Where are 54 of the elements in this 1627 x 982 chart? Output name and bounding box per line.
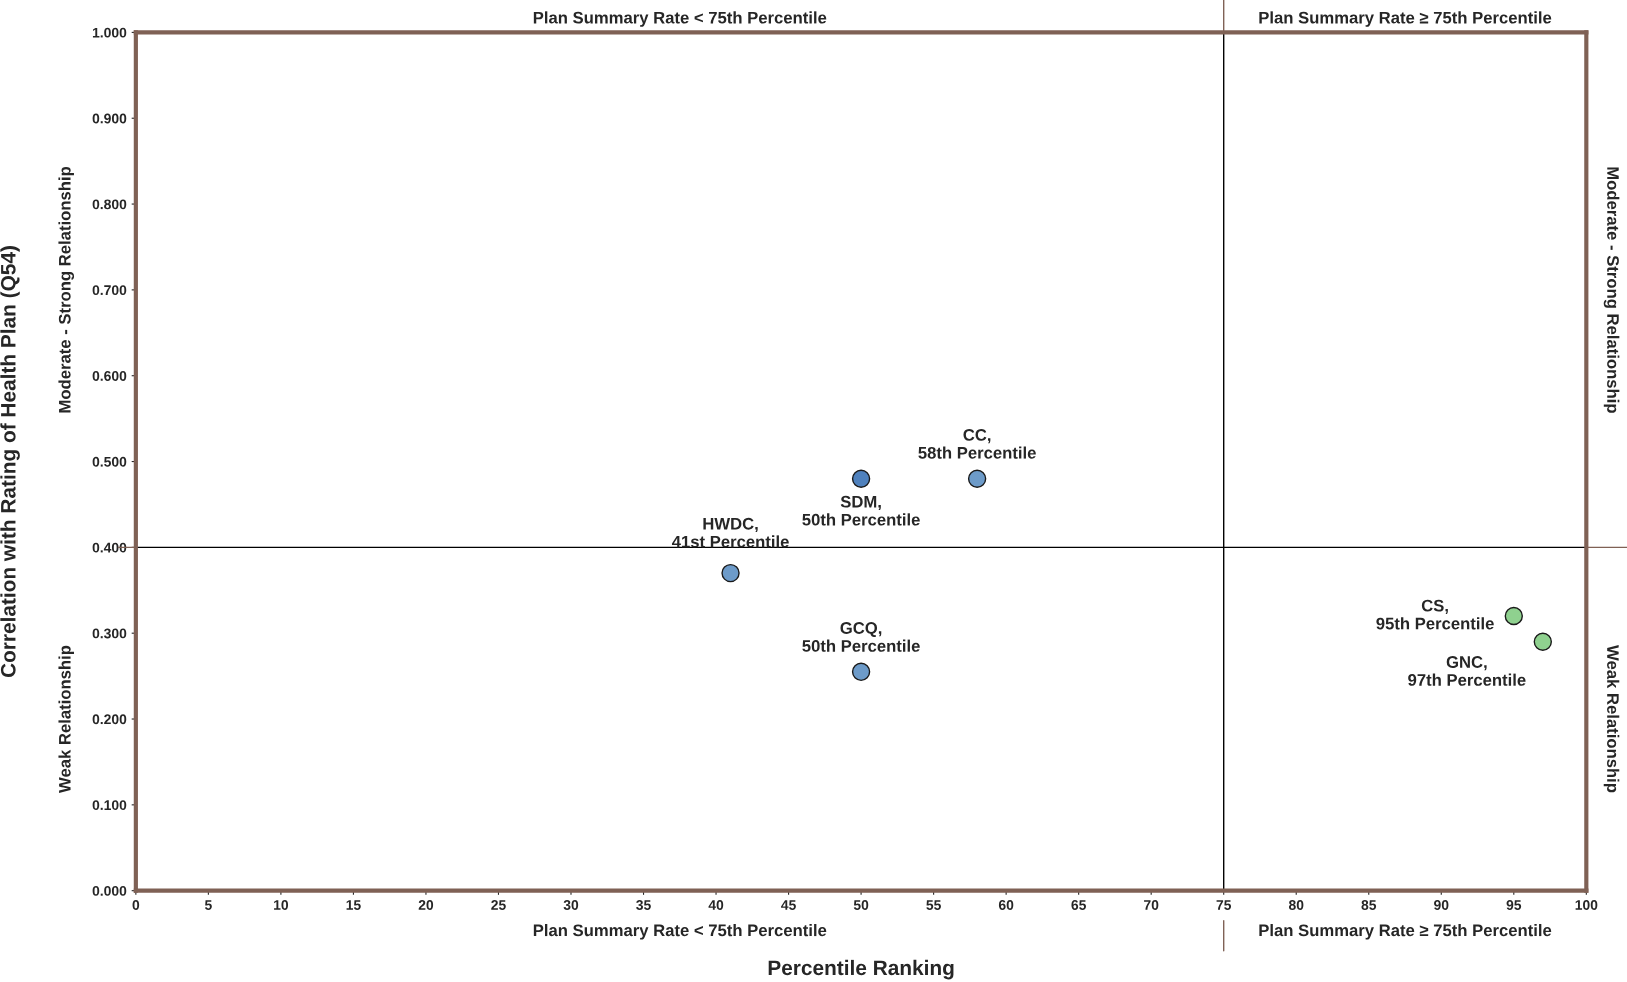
series-label: GCQ, 50th Percentile — [802, 622, 920, 652]
text: Weak Relationship — [58, 645, 74, 793]
series-label: GNC, 97th Percentile — [1408, 656, 1526, 686]
text: Plan Summary Rate ≥ 75th Percentile — [1259, 924, 1552, 940]
x-tick-label: 15 — [346, 900, 361, 910]
x-tick-label: 35 — [636, 900, 651, 910]
text: Moderate - Strong Relationship — [58, 166, 75, 413]
y-tick-label: 0.000 — [92, 886, 127, 896]
point — [967, 469, 987, 488]
text: Moderate - Strong Relationship — [1603, 167, 1620, 413]
y-tick-label: 0.500 — [92, 456, 127, 467]
y-tick-label: 0.900 — [92, 113, 127, 124]
x-tick-label: 45 — [781, 900, 796, 910]
x-tick-label: 95 — [1506, 900, 1522, 910]
y-tick-label: 1.000 — [92, 27, 127, 38]
series-label: SDM, 50th Percentile — [802, 495, 920, 526]
x-tick-label: 70 — [1144, 900, 1159, 910]
y-tick-label: 0.100 — [92, 800, 127, 811]
point — [1504, 606, 1524, 626]
x-tick-label: 65 — [1071, 900, 1086, 910]
x-tick-label: 80 — [1288, 900, 1304, 910]
point — [851, 469, 871, 488]
x-tick-label: 20 — [418, 900, 434, 910]
y-tick-label: 0.200 — [92, 714, 127, 725]
x-tick-label: 30 — [563, 900, 579, 910]
y-tick-label: 0.400 — [92, 542, 127, 553]
text: Plan Summary Rate ≥ 75th Percentile — [1259, 11, 1552, 27]
x-tick-label: 90 — [1434, 900, 1449, 910]
point — [1533, 632, 1553, 651]
x-tick-label: 55 — [926, 900, 941, 910]
x-tick-label: 85 — [1361, 900, 1377, 910]
y-tick-label: 0.700 — [92, 285, 127, 296]
y-axis-title: Correlation with Rating of Health Plan (Q54) — [0, 246, 20, 678]
point — [851, 662, 871, 682]
x-axis-title: Percentile Ranking — [768, 959, 954, 980]
x-tick-label: 60 — [998, 900, 1014, 910]
x-tick-label: 10 — [274, 900, 289, 910]
x-tick-label: 50 — [853, 900, 869, 910]
x-tick-label: 0 — [132, 900, 140, 910]
y-tick-label: 0.300 — [92, 628, 127, 639]
series-label: HWDC, 41st Percentile — [671, 517, 789, 548]
y-tick-label: 0.600 — [92, 371, 127, 381]
x-tick-label: 40 — [708, 900, 724, 910]
x-tick-label: 25 — [491, 900, 506, 910]
x-tick-label: 5 — [204, 900, 212, 910]
point — [721, 563, 740, 583]
series-label: CS, 95th Percentile — [1376, 599, 1494, 630]
series-label: CC, 58th Percentile — [918, 428, 1036, 459]
x-tick-label: 75 — [1216, 900, 1232, 910]
y-tick-label: 0.800 — [92, 199, 127, 210]
text: Plan Summary Rate < 75th Percentile — [533, 11, 827, 27]
x-tick-label: 100 — [1575, 900, 1598, 910]
text: Weak Relationship — [1603, 645, 1620, 793]
text: Plan Summary Rate < 75th Percentile — [533, 924, 827, 940]
